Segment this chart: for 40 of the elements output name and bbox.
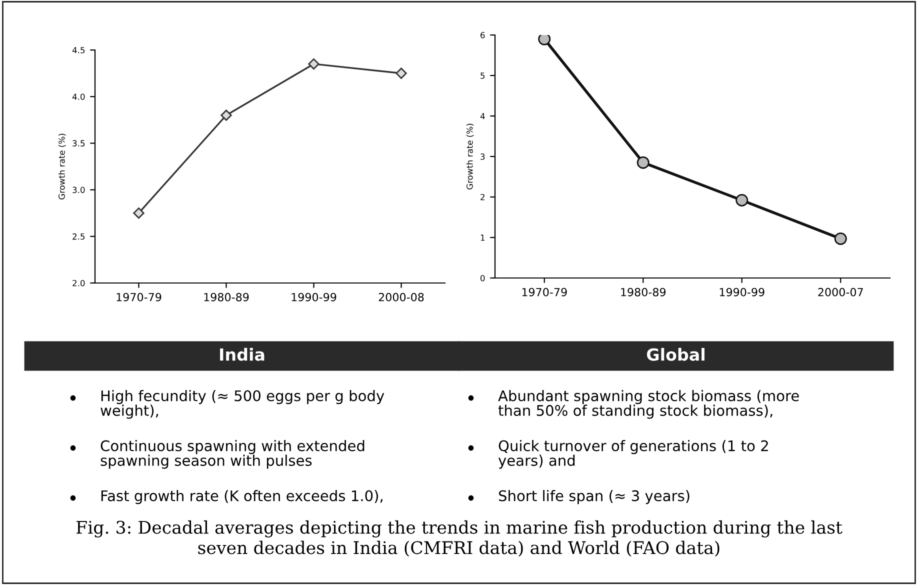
y-tick-label: 4 — [480, 113, 485, 120]
y-axis-title: Growth rate (%) — [466, 124, 474, 190]
y-tick-label: 3.5 — [72, 140, 85, 146]
y-tick-label: 4.0 — [72, 94, 85, 100]
text: Abundant spawning stock biomass (more than 50% of standing stock biomass), — [498, 390, 799, 419]
y-axis-title: Growth rate (%) — [58, 134, 66, 200]
y-tick-label: 3.0 — [72, 186, 85, 194]
text: India — [220, 348, 264, 361]
y-tick-label: 1 — [480, 234, 485, 241]
point — [308, 58, 320, 70]
y-tick-label: 6 — [480, 32, 485, 38]
y-tick-label: 3 — [480, 153, 485, 160]
point — [538, 35, 551, 46]
y-tick-label: 0 — [480, 274, 485, 282]
x-tick-label: 2000-08 — [378, 292, 424, 302]
text: Quick turnover of generations (1 to 2 years) and — [498, 440, 768, 469]
x-tick-label: 1970-79 — [522, 288, 567, 296]
point — [736, 194, 748, 206]
text: High fecundity (≈ 500 eggs per g body weight), — [100, 390, 384, 419]
text: Continuous spawning with extended spawning season with pulses — [100, 440, 364, 469]
x-tick-label: 1990-99 — [720, 288, 764, 296]
point — [133, 207, 144, 219]
text: Global — [646, 348, 704, 361]
point — [220, 110, 232, 121]
caption: Fig. 3: Decadal averages depicting the trends in marine fish production during the last seven decades in India (CMFRI data) and World (FAO data) — [76, 520, 842, 557]
x-tick-label: 1980-89 — [204, 292, 249, 302]
y-tick-label: 4.5 — [72, 47, 85, 54]
x-tick-label: 1990-99 — [292, 292, 336, 302]
text: Short life span (≈ 3 years) — [498, 490, 690, 504]
point — [396, 68, 407, 79]
x-tick-label: 1970-79 — [116, 292, 162, 302]
y-tick-label: 5 — [480, 72, 485, 79]
y-tick-label: 2.0 — [72, 280, 85, 286]
y-tick-label: 2 — [480, 194, 484, 200]
x-tick-label: 2000-07 — [818, 288, 863, 296]
x-tick-label: 1980-89 — [621, 288, 666, 296]
text: Fast growth rate (K often exceeds 1.0), — [101, 490, 382, 504]
point — [834, 232, 847, 245]
point — [636, 156, 650, 169]
y-tick-label: 2.5 — [72, 233, 85, 240]
